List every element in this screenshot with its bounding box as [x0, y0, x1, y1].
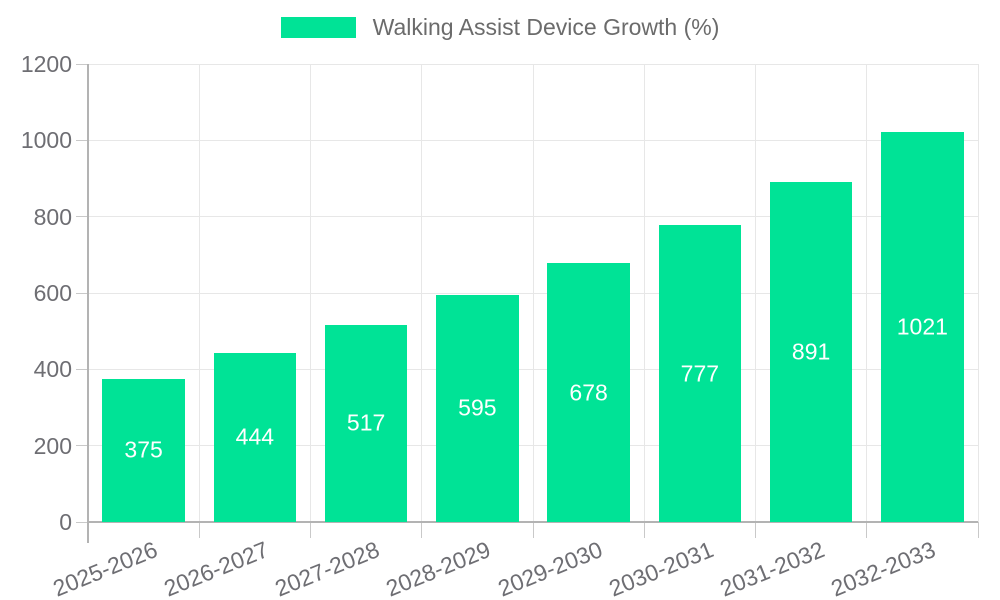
- y-axis-tick: [76, 445, 88, 447]
- x-axis-tick: [532, 522, 534, 538]
- bar-value-label: 891: [791, 338, 831, 365]
- x-axis-tick-label: 2031-2032: [716, 536, 829, 600]
- x-axis-line: [88, 521, 978, 523]
- y-axis-tick: [76, 139, 88, 141]
- y-axis-line: [87, 64, 89, 543]
- x-axis-tick: [866, 522, 868, 538]
- x-axis-tick: [310, 522, 311, 538]
- bar: [102, 378, 185, 522]
- y-axis-tick: [76, 292, 88, 294]
- gridline-vertical: [532, 64, 534, 522]
- bar-value-label: 1021: [896, 313, 948, 340]
- bar-value-label: 517: [346, 409, 386, 436]
- x-axis-tick: [198, 522, 200, 538]
- legend-item[interactable]: Walking Assist Device Growth (%): [280, 14, 720, 40]
- gridline-vertical: [310, 64, 311, 522]
- y-axis-tick-label: 800: [33, 203, 72, 230]
- x-axis-tick: [755, 522, 756, 538]
- y-axis-tick-label: 600: [33, 280, 72, 306]
- gridline-vertical: [977, 64, 979, 522]
- bar-value-label: 595: [458, 394, 497, 421]
- x-axis-tick-label: 2030-2031: [605, 536, 717, 600]
- bar: [769, 181, 853, 522]
- x-axis-tick: [977, 522, 979, 538]
- y-axis-tick-label: 1000: [20, 127, 72, 154]
- y-axis-tick: [76, 63, 88, 65]
- bar-value-label: 444: [235, 423, 275, 450]
- y-axis-tick: [76, 368, 88, 370]
- x-axis-tick-label: 2032-2033: [827, 536, 940, 600]
- bar: [436, 294, 519, 522]
- y-axis-tick-label: 1200: [20, 51, 72, 77]
- x-axis-tick: [643, 522, 645, 538]
- x-axis-tick-label: 2027-2028: [271, 536, 384, 600]
- bar: [658, 225, 742, 522]
- bar: [324, 324, 408, 522]
- gridline-vertical: [643, 64, 645, 522]
- bar: [547, 263, 630, 522]
- y-axis-tick-label: 200: [33, 432, 72, 459]
- bar-value-label: 678: [569, 379, 608, 406]
- x-axis-tick: [421, 522, 423, 538]
- legend-swatch: [280, 17, 356, 38]
- bar-value-label: 777: [680, 360, 720, 387]
- legend-series-label: Walking Assist Device Growth (%): [372, 14, 720, 40]
- gridline-vertical: [198, 64, 200, 522]
- y-axis-tick-label: 400: [33, 356, 72, 383]
- legend: Walking Assist Device Growth (%): [0, 16, 1000, 39]
- y-axis-tick-label: 0: [59, 509, 72, 535]
- bar: [881, 132, 964, 522]
- x-axis-tick-label: 2029-2030: [493, 536, 606, 600]
- gridline-vertical: [755, 64, 756, 522]
- bar-value-label: 375: [124, 436, 163, 463]
- y-axis-tick: [76, 521, 88, 523]
- x-axis-tick-label: 2028-2029: [382, 536, 495, 600]
- gridline-vertical: [421, 64, 423, 522]
- x-axis-tick-label: 2026-2027: [160, 536, 272, 600]
- y-axis-tick: [76, 216, 88, 218]
- x-axis-tick-label: 2025-2026: [48, 536, 161, 600]
- bar: [213, 352, 297, 522]
- gridline-vertical: [866, 64, 868, 522]
